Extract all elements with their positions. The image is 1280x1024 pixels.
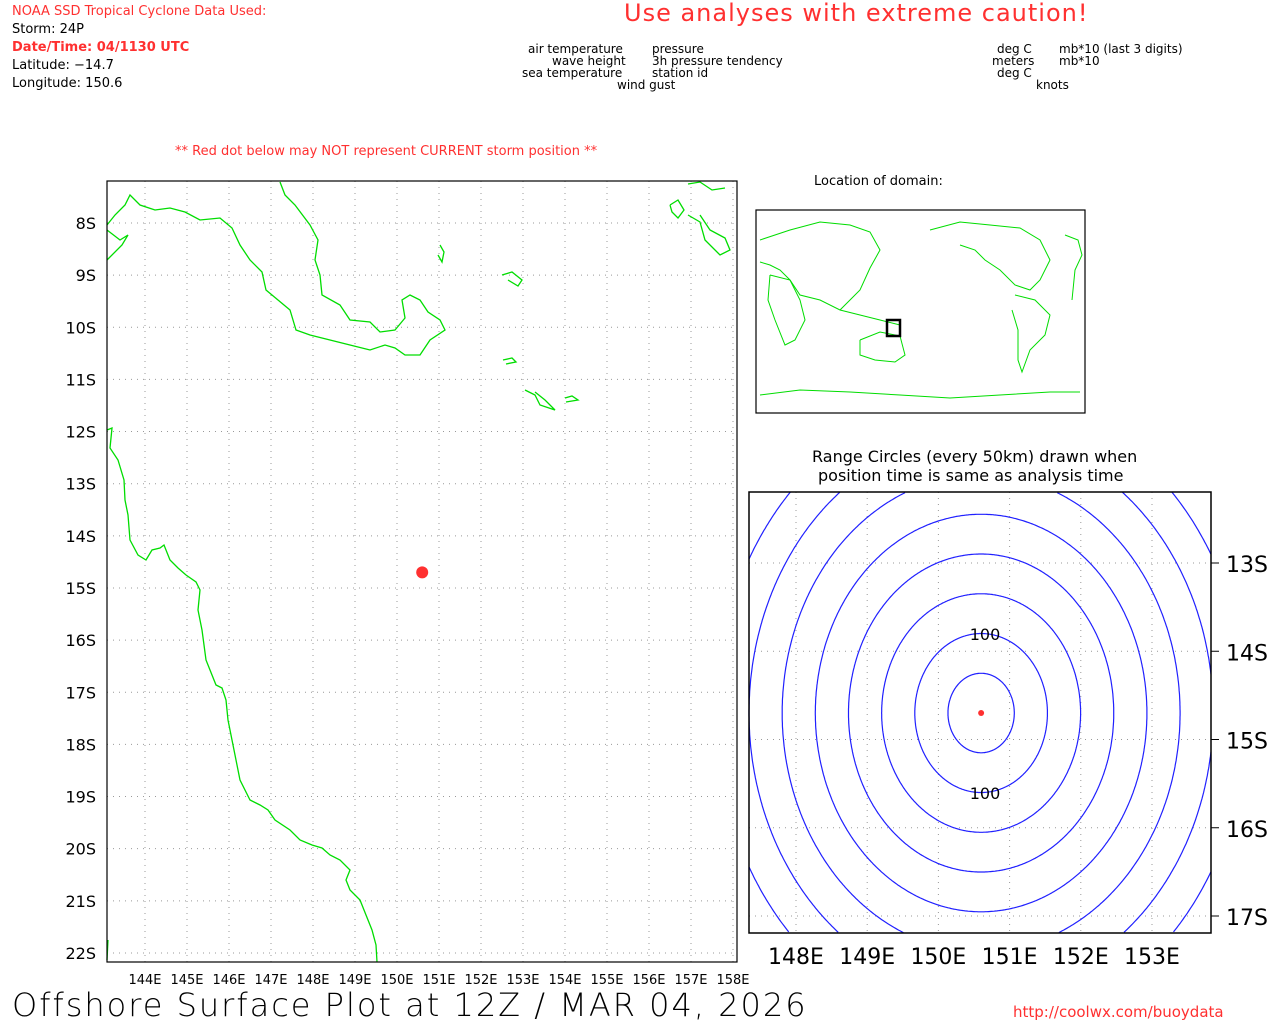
lat-label: 19S (65, 788, 96, 807)
legend-station-id: station id (652, 66, 709, 80)
range-lon-label: 151E (982, 945, 1038, 970)
lat-label: 10S (65, 318, 96, 337)
lat-label: 22S (65, 944, 96, 963)
unit-mb-tendency: mb*10 (1059, 54, 1100, 68)
lon-label: 156E (632, 973, 665, 988)
range-title-2: position time is same as analysis time (818, 466, 1124, 485)
unit-deg-c: deg C (997, 42, 1032, 56)
lat-label: 11S (65, 370, 96, 389)
lat-label: 8S (76, 214, 96, 233)
range-title-1: Range Circles (every 50km) drawn when (812, 447, 1138, 466)
unit-mb: mb*10 (last 3 digits) (1059, 42, 1183, 56)
lon-label: 148E (296, 973, 329, 988)
lon-label: 144E (128, 973, 161, 988)
legend-air-temp: air temperature (528, 42, 623, 56)
main-map-frame (106, 180, 738, 963)
position-warning: ** Red dot below may NOT represent CURRE… (175, 144, 598, 159)
range-lon-label: 152E (1053, 945, 1109, 970)
main-map-grid (107, 181, 737, 962)
range-lon-label: 149E (839, 945, 895, 970)
lat-label: 18S (65, 735, 96, 754)
range-frame (748, 491, 1212, 934)
range-circle (947, 672, 1015, 754)
lat-label: 16S (65, 631, 96, 650)
domain-box (885, 318, 902, 338)
caution-banner: Use analyses with extreme caution! (624, 0, 1089, 27)
lat-label: 12S (65, 423, 96, 442)
range-lat-label: 17S (1226, 906, 1268, 931)
lon-label: 153E (506, 973, 539, 988)
range-circle (914, 632, 1048, 794)
unit-deg-c-sea: deg C (997, 66, 1032, 80)
storm-id: Storm: 24P (12, 22, 84, 37)
lon-label: 146E (212, 973, 245, 988)
inset-world-map (755, 209, 1086, 414)
lon-label: 154E (548, 973, 581, 988)
lon-label: 152E (464, 973, 497, 988)
range-lat-label: 16S (1226, 818, 1268, 843)
lon-label: 150E (380, 973, 413, 988)
range-lat-label: 15S (1226, 730, 1268, 755)
range-grid (749, 492, 1211, 933)
lat-label: 17S (65, 683, 96, 702)
lat-label: 20S (65, 840, 96, 859)
range-lon-label: 153E (1124, 945, 1180, 970)
unit-knots: knots (1036, 78, 1069, 92)
range-storm-dot (978, 710, 985, 717)
lat-label: 13S (65, 475, 96, 494)
lon-label: 155E (590, 973, 623, 988)
range-circle (781, 492, 1181, 934)
lon-label: 157E (674, 973, 707, 988)
range-circle (847, 553, 1115, 873)
legend-wind-gust: wind gust (617, 78, 676, 92)
unit-meters: meters (992, 54, 1035, 68)
inset-title: Location of domain: (814, 174, 943, 189)
storm-position-dot (416, 566, 429, 579)
lat-label: 15S (65, 579, 96, 598)
range-lon-label: 150E (910, 945, 966, 970)
plot-title: Offshore Surface Plot at 12Z / MAR 04, 2… (12, 986, 808, 1024)
lon-label: 149E (338, 973, 371, 988)
range-lat-label: 13S (1226, 553, 1268, 578)
storm-longitude: Longitude: 150.6 (12, 76, 123, 91)
range-label-bottom: 100 (970, 784, 1001, 803)
source-url[interactable]: http://coolwx.com/buoydata (1013, 1003, 1224, 1021)
range-lon-label: 148E (768, 945, 824, 970)
storm-latitude: Latitude: −14.7 (12, 58, 114, 73)
lon-label: 147E (254, 973, 287, 988)
lat-label: 21S (65, 892, 96, 911)
lon-label: 151E (422, 973, 455, 988)
range-lat-label: 14S (1226, 641, 1268, 666)
legend-sea-temp: sea temperature (522, 66, 623, 80)
lat-label: 9S (76, 266, 96, 285)
legend-wave-height: wave height (552, 54, 626, 68)
legend-pressure: pressure (652, 42, 704, 56)
lat-label: 14S (65, 527, 96, 546)
range-circle (814, 513, 1148, 913)
range-circles (748, 491, 1212, 934)
range-label-top: 100 (970, 625, 1001, 644)
storm-datetime: Date/Time: 04/1130 UTC (12, 40, 190, 55)
range-circle (880, 593, 1082, 833)
lon-label: 145E (170, 973, 203, 988)
legend-pressure-tendency: 3h pressure tendency (652, 54, 783, 68)
lon-label: 158E (716, 973, 749, 988)
source-title: NOAA SSD Tropical Cyclone Data Used: (12, 4, 267, 19)
range-circle (748, 491, 1212, 933)
